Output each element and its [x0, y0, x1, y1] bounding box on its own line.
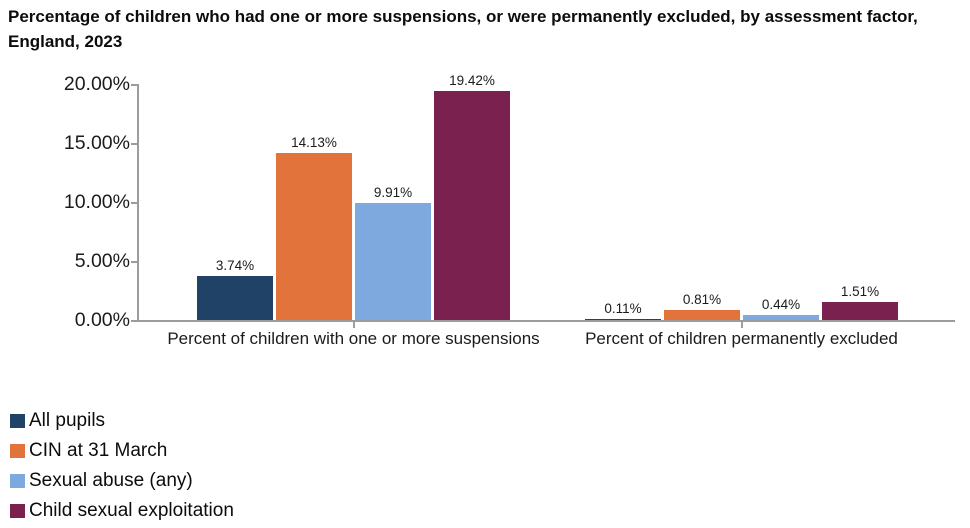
- y-axis-tick-label: 20.00%: [63, 73, 130, 95]
- bar-value-label: 9.91%: [373, 185, 413, 201]
- y-axis-tick: [131, 261, 137, 263]
- bar-sexual-abuse-any-: [355, 203, 431, 320]
- bar-value-label: 0.44%: [761, 296, 801, 312]
- bar-cin-at-31-march: [664, 310, 740, 320]
- bar-value-label: 19.42%: [449, 72, 495, 88]
- bar-value-label: 3.74%: [215, 257, 255, 273]
- y-axis-tick: [131, 320, 137, 322]
- x-axis-category-label: Percent of children permanently excluded: [585, 329, 898, 348]
- bar-sexual-abuse-any-: [743, 314, 819, 320]
- bar-value-label: 0.11%: [604, 300, 642, 316]
- y-axis-tick-label: 5.00%: [74, 250, 130, 272]
- legend: All pupils CIN at 31 March Sexual abuse (a…: [10, 406, 234, 526]
- bar-value-label: 14.13%: [291, 135, 337, 151]
- legend-label: Child sexual exploitation: [29, 500, 234, 521]
- y-axis-tick-label: 0.00%: [74, 309, 130, 331]
- y-axis-tick: [131, 84, 137, 86]
- x-axis-category-label: Percent of children with one or more sus…: [167, 329, 540, 348]
- legend-label: CIN at 31 March: [29, 440, 168, 461]
- legend-label: All pupils: [29, 410, 106, 431]
- bar-child-sexual-exploitation: [434, 90, 510, 320]
- legend-swatch-icon: [10, 444, 25, 458]
- y-axis-tick-label: 10.00%: [63, 191, 130, 213]
- legend-swatch-icon: [10, 504, 25, 518]
- legend-label: Sexual abuse (any): [29, 470, 193, 491]
- bar-all-pupils: [585, 318, 661, 320]
- bar-value-label: 1.51%: [840, 284, 880, 300]
- legend-item-cin-at-31-march: CIN at 31 March: [10, 436, 234, 466]
- legend-item-sexual-abuse-any-: Sexual abuse (any): [10, 466, 234, 496]
- bar-child-sexual-exploitation: [822, 302, 898, 320]
- bar-cin-at-31-march: [276, 153, 352, 320]
- y-axis-tick: [131, 202, 137, 204]
- legend-swatch-icon: [10, 414, 25, 428]
- bar-value-label: 0.81%: [682, 292, 722, 308]
- legend-item-child-sexual-exploitation: Child sexual exploitation: [10, 496, 234, 526]
- y-axis-line: [137, 84, 139, 320]
- x-axis-tick: [740, 322, 743, 328]
- x-axis-tick: [352, 322, 355, 328]
- x-axis-line: [137, 320, 955, 322]
- bar-all-pupils: [197, 275, 273, 320]
- legend-item-all-pupils: All pupils: [10, 406, 234, 436]
- y-axis-tick-label: 15.00%: [63, 132, 130, 154]
- chart-title: Percentage of children who had one or mo…: [8, 7, 918, 51]
- legend-swatch-icon: [10, 474, 25, 488]
- y-axis-tick: [131, 143, 137, 145]
